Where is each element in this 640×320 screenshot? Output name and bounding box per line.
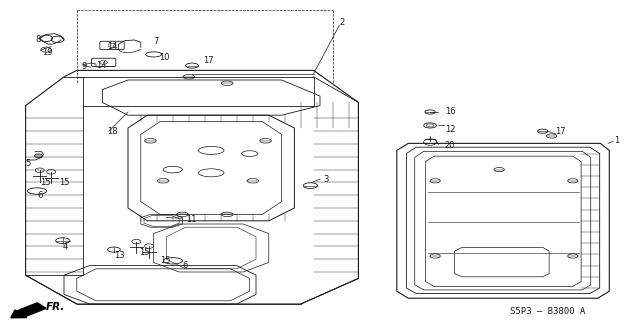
Text: 6: 6 (182, 261, 188, 270)
Text: 11: 11 (186, 215, 196, 224)
Text: 14: 14 (108, 42, 118, 51)
Text: 17: 17 (204, 56, 214, 65)
Text: 7: 7 (154, 37, 159, 46)
Text: 10: 10 (159, 53, 169, 62)
Text: 18: 18 (108, 127, 118, 136)
Text: 14: 14 (96, 61, 106, 70)
Text: 17: 17 (556, 127, 566, 136)
Text: 5: 5 (26, 159, 31, 168)
Text: 19: 19 (42, 48, 52, 57)
Circle shape (35, 154, 42, 158)
Text: 13: 13 (114, 252, 125, 260)
Text: 15: 15 (140, 248, 150, 257)
Text: 6: 6 (37, 191, 42, 200)
Text: 2: 2 (339, 18, 344, 27)
Text: 20: 20 (445, 141, 455, 150)
Text: 4: 4 (63, 242, 68, 251)
Text: 3: 3 (323, 175, 328, 184)
Text: 8: 8 (35, 36, 40, 44)
Text: 16: 16 (445, 108, 456, 116)
FancyArrow shape (11, 303, 46, 318)
Text: 12: 12 (445, 125, 455, 134)
Text: 1: 1 (614, 136, 620, 145)
Text: 9: 9 (82, 62, 87, 71)
Text: 15: 15 (40, 178, 50, 187)
Text: FR.: FR. (46, 301, 65, 312)
Text: 15: 15 (160, 256, 170, 265)
Text: 15: 15 (59, 178, 69, 187)
Text: S5P3 – B3800 A: S5P3 – B3800 A (509, 307, 585, 316)
